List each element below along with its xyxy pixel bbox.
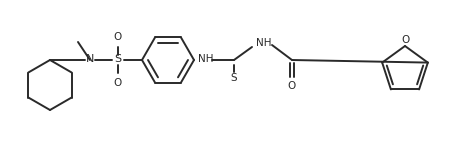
- Text: O: O: [288, 81, 296, 91]
- Text: N: N: [86, 54, 94, 64]
- Text: O: O: [114, 78, 122, 88]
- Text: O: O: [114, 32, 122, 42]
- Text: S: S: [231, 73, 237, 83]
- Text: O: O: [402, 35, 410, 45]
- Text: NH: NH: [256, 38, 272, 48]
- Text: S: S: [114, 54, 122, 64]
- Text: NH: NH: [198, 54, 214, 64]
